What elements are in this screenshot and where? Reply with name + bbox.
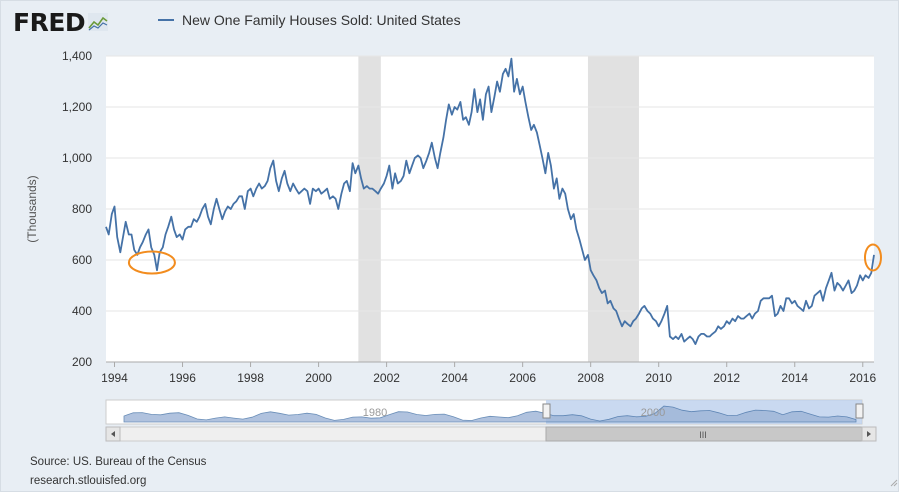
navigator-series (123, 405, 857, 423)
x-tick-label: 2008 (577, 371, 604, 385)
x-tick-label: 2002 (373, 371, 400, 385)
navigator-label-1980: 1980 (363, 407, 387, 419)
arrow-left-icon (111, 431, 115, 437)
x-tick-label: 2016 (849, 371, 876, 385)
x-tick-label: 2004 (441, 371, 468, 385)
legend-series-swatch (158, 19, 174, 21)
y-tick-label: 800 (72, 202, 92, 216)
legend-series-label: New One Family Houses Sold: United State… (182, 12, 461, 28)
chart-legend[interactable]: New One Family Houses Sold: United State… (158, 12, 461, 28)
y-tick-label: 1,200 (62, 100, 92, 114)
x-tick-label: 1996 (169, 371, 196, 385)
y-tick-label: 1,400 (62, 49, 92, 63)
y-tick-label: 1,000 (62, 151, 92, 165)
highlight-ellipse (863, 243, 882, 272)
arrow-right-icon (867, 431, 871, 437)
x-tick-label: 2012 (713, 371, 740, 385)
x-tick-label: 2000 (305, 371, 332, 385)
resize-grip-icon[interactable] (890, 479, 898, 487)
source-label: Source: US. Bureau of the Census (30, 456, 207, 468)
x-tick-label: 2010 (645, 371, 672, 385)
x-tick-label: 2006 (509, 371, 536, 385)
y-tick-label: 400 (72, 304, 92, 318)
series-line[interactable] (105, 57, 875, 346)
y-tick-label: 200 (72, 355, 92, 369)
navigator-label-2000: 2000 (641, 407, 665, 419)
x-tick-label: 2014 (781, 371, 808, 385)
logo-text: FRED (13, 7, 86, 37)
navigator-handle-right[interactable] (855, 403, 864, 419)
fred-logo[interactable]: FRED (13, 7, 109, 37)
source-url[interactable]: research.stlouisfed.org (30, 475, 147, 487)
scrollbar-grip: III (699, 430, 707, 440)
x-tick-label: 1998 (237, 371, 264, 385)
navigator-handle-left[interactable] (542, 403, 551, 419)
line-chart-icon (88, 13, 109, 31)
x-tick-label: 1994 (101, 371, 128, 385)
y-tick-label: 600 (72, 253, 92, 267)
highlight-ellipse (127, 250, 176, 275)
y-axis-label: (Thousands) (25, 175, 39, 242)
